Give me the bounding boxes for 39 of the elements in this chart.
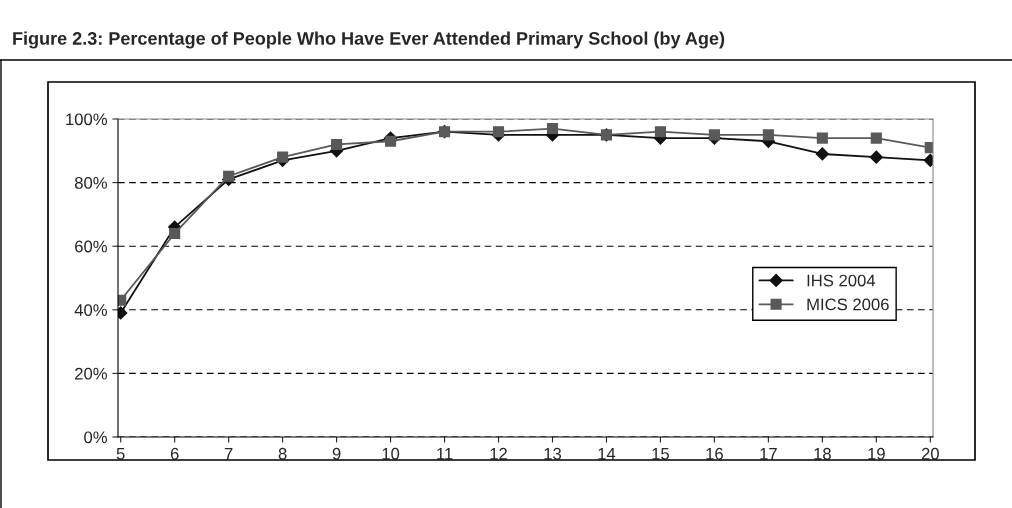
x-tick-label: 17 (760, 448, 777, 460)
point (870, 132, 882, 144)
x-tick-label: 16 (706, 447, 723, 460)
point (816, 132, 828, 144)
point (169, 227, 181, 240)
chart-title: Figure 2.3: Percentage of People Who Have Ever Attended Primary School (by Age) (13, 31, 725, 49)
legend-label: IHS 2004 (807, 274, 876, 287)
x-tick-label: 19 (868, 447, 885, 460)
x-tick-label: 11 (437, 448, 453, 460)
point (708, 129, 720, 141)
point (223, 170, 235, 182)
x-tick-label: 20 (921, 447, 939, 460)
x-tick-label: 18 (814, 447, 831, 460)
point (815, 147, 829, 161)
point (654, 126, 666, 138)
point (277, 151, 289, 163)
legend-label: MICS 2006 (807, 298, 889, 311)
x-tick-label: 8 (278, 447, 287, 460)
point (492, 126, 505, 138)
point (331, 138, 343, 150)
point (869, 150, 883, 164)
x-tick-label: 6 (170, 447, 179, 460)
x-tick-label: 10 (382, 447, 400, 460)
x-tick-label: 9 (332, 447, 341, 460)
point (762, 129, 774, 141)
point (385, 135, 397, 147)
point (546, 122, 559, 135)
y-tick-label: 60% (75, 240, 107, 253)
y-tick-label: 100% (66, 113, 107, 126)
y-tick-label: 80% (74, 177, 107, 189)
y-tick-label: 40% (74, 304, 107, 316)
x-tick-label: 5 (116, 448, 125, 460)
x-tick-label: 13 (544, 447, 562, 460)
x-tick-label: 12 (490, 447, 507, 460)
x-tick-label: 14 (598, 448, 616, 460)
y-tick-label: 0% (84, 431, 107, 444)
x-tick-label: 15 (652, 448, 670, 460)
y-tick-label: 20% (75, 367, 107, 380)
x-tick-label: 7 (224, 448, 233, 460)
